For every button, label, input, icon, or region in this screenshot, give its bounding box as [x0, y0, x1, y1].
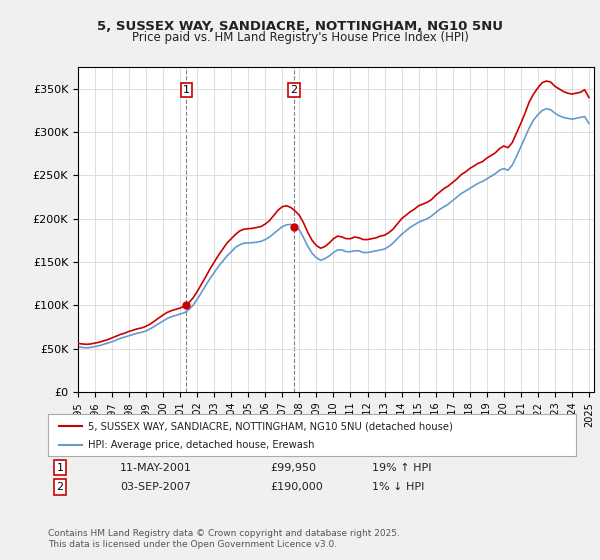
Text: 19% ↑ HPI: 19% ↑ HPI: [372, 463, 431, 473]
Text: 1: 1: [183, 85, 190, 95]
Text: 1: 1: [56, 463, 64, 473]
Text: 5, SUSSEX WAY, SANDIACRE, NOTTINGHAM, NG10 5NU (detached house): 5, SUSSEX WAY, SANDIACRE, NOTTINGHAM, NG…: [88, 421, 452, 431]
Text: HPI: Average price, detached house, Erewash: HPI: Average price, detached house, Erew…: [88, 440, 314, 450]
Text: 2: 2: [56, 482, 64, 492]
Text: 5, SUSSEX WAY, SANDIACRE, NOTTINGHAM, NG10 5NU: 5, SUSSEX WAY, SANDIACRE, NOTTINGHAM, NG…: [97, 20, 503, 32]
Text: 03-SEP-2007: 03-SEP-2007: [120, 482, 191, 492]
Text: Price paid vs. HM Land Registry's House Price Index (HPI): Price paid vs. HM Land Registry's House …: [131, 31, 469, 44]
Text: 1% ↓ HPI: 1% ↓ HPI: [372, 482, 424, 492]
Text: Contains HM Land Registry data © Crown copyright and database right 2025.
This d: Contains HM Land Registry data © Crown c…: [48, 529, 400, 549]
Text: £99,950: £99,950: [270, 463, 316, 473]
Text: 11-MAY-2001: 11-MAY-2001: [120, 463, 192, 473]
Text: 2: 2: [290, 85, 298, 95]
Text: £190,000: £190,000: [270, 482, 323, 492]
